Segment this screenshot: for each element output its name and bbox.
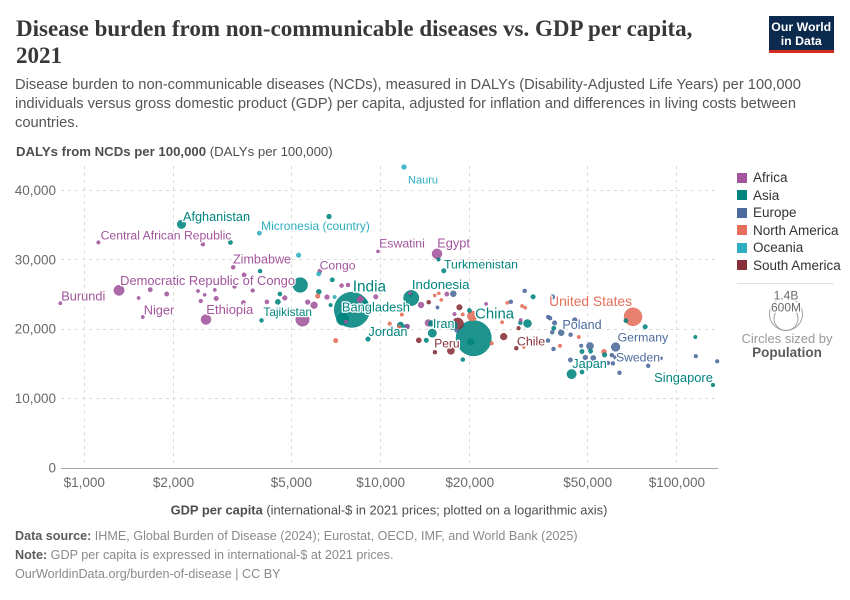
svg-text:Bangladesh: Bangladesh [342, 300, 410, 315]
svg-text:$5,000: $5,000 [271, 475, 312, 490]
svg-text:Jordan: Jordan [368, 324, 407, 339]
svg-text:Iran: Iran [433, 317, 455, 331]
svg-text:$100,000: $100,000 [649, 475, 705, 490]
svg-text:1.4B: 1.4B [774, 289, 799, 303]
svg-text:Indonesia: Indonesia [412, 277, 470, 292]
svg-text:Eswatini: Eswatini [379, 236, 425, 250]
svg-text:Democratic Republic of Congo: Democratic Republic of Congo [120, 273, 295, 288]
svg-text:$20,000: $20,000 [445, 475, 494, 490]
svg-text:Nauru: Nauru [408, 174, 438, 186]
svg-text:Egypt: Egypt [437, 236, 470, 251]
svg-text:Peru: Peru [434, 336, 459, 350]
svg-text:GDP per capita (international-: GDP per capita (international-$ in 2021 … [171, 503, 608, 518]
svg-text:Singapore: Singapore [654, 370, 713, 385]
svg-text:Tajikistan: Tajikistan [263, 305, 312, 319]
svg-text:20,000: 20,000 [15, 322, 56, 337]
svg-text:Chile: Chile [517, 334, 545, 348]
svg-text:United States: United States [549, 294, 632, 309]
svg-text:$1,000: $1,000 [64, 475, 105, 490]
svg-text:$10,000: $10,000 [356, 475, 405, 490]
svg-text:Burundi: Burundi [61, 289, 105, 304]
svg-text:China: China [475, 307, 515, 323]
svg-text:Poland: Poland [562, 318, 601, 332]
svg-text:Germany: Germany [618, 331, 669, 345]
svg-text:600M: 600M [771, 301, 801, 315]
svg-text:40,000: 40,000 [15, 183, 56, 198]
svg-text:10,000: 10,000 [15, 391, 56, 406]
svg-text:India: India [353, 278, 387, 295]
svg-text:Niger: Niger [144, 303, 175, 318]
svg-text:Sweden: Sweden [616, 350, 660, 364]
svg-text:Micronesia (country): Micronesia (country) [261, 219, 370, 233]
svg-text:0: 0 [48, 461, 56, 476]
svg-text:Congo: Congo [320, 258, 356, 272]
svg-text:Central African Republic: Central African Republic [101, 228, 232, 242]
svg-text:Japan: Japan [572, 357, 607, 371]
svg-text:Turkmenistan: Turkmenistan [444, 257, 518, 271]
svg-text:Zimbabwe: Zimbabwe [233, 253, 291, 267]
svg-text:$2,000: $2,000 [153, 475, 194, 490]
svg-text:Ethiopia: Ethiopia [206, 302, 254, 317]
svg-text:Afghanistan: Afghanistan [183, 210, 250, 224]
svg-text:30,000: 30,000 [15, 252, 56, 267]
svg-text:$50,000: $50,000 [563, 475, 612, 490]
